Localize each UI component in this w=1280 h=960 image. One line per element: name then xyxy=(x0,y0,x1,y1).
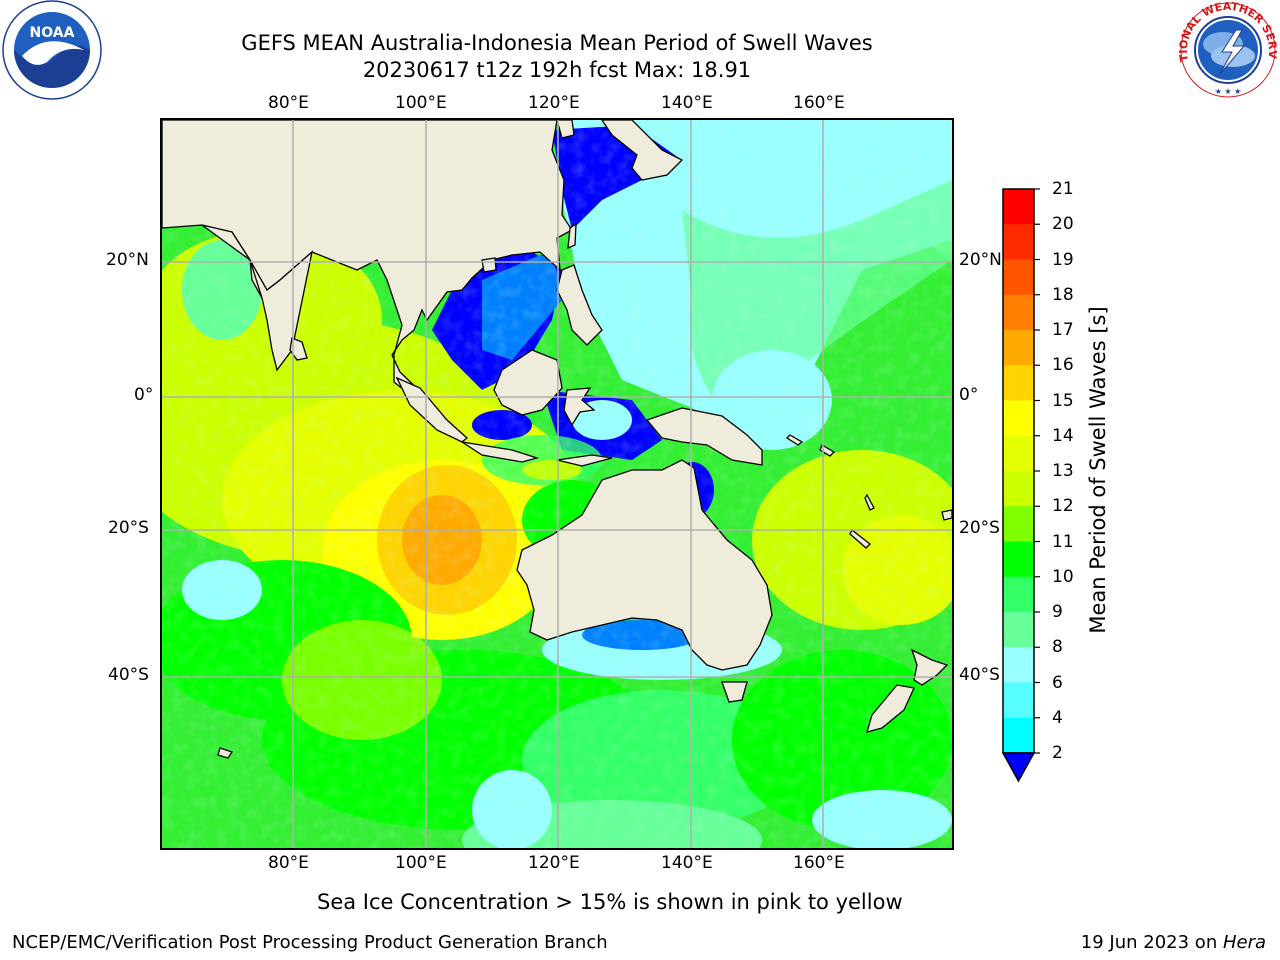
colorbar-swatch xyxy=(1003,400,1034,437)
colorbar-tick-label: 11 xyxy=(1052,531,1074,552)
lon-tick-top-120e: 120°E xyxy=(528,93,580,113)
footer-machine: Hera xyxy=(1222,932,1266,953)
map-panel xyxy=(160,118,954,850)
colorbar-swatch xyxy=(1003,365,1034,401)
colorbar-tick-label: 13 xyxy=(1052,461,1074,481)
colorbar-title: Mean Period of Swell Waves [s] xyxy=(1086,306,1110,634)
colorbar-tick-label: 20 xyxy=(1052,214,1074,235)
colorbar-tick-label: 6 xyxy=(1052,672,1063,693)
korea xyxy=(556,120,575,139)
lon-tick-bottom-160e: 160°E xyxy=(793,853,845,873)
tasmania xyxy=(721,681,748,703)
lon-tick-bottom-100e: 100°E xyxy=(395,853,447,873)
colorbar-swatch xyxy=(1003,506,1034,542)
lat-tick-right-20s: 20°S xyxy=(959,518,1000,538)
colorbar-swatch xyxy=(1003,294,1034,331)
footer-branch: NCEP/EMC/Verification Post Processing Pr… xyxy=(12,932,608,953)
colorbar-tick-label: 12 xyxy=(1052,496,1074,517)
colorbar-tick-label: 21 xyxy=(1052,179,1074,199)
vanuatu xyxy=(864,493,875,511)
colorbar-swatch xyxy=(1003,435,1034,472)
footer-date-text: 19 Jun 2023 on xyxy=(1080,932,1223,953)
noaa-logo: NOAA xyxy=(2,0,102,100)
japan xyxy=(601,120,684,181)
land-masses xyxy=(162,120,952,759)
colorbar-swatch xyxy=(1003,259,1034,296)
swell-period-field xyxy=(162,120,952,848)
colorbar-swatch xyxy=(1003,647,1034,683)
borneo xyxy=(493,349,563,416)
colorbar-tick-label: 14 xyxy=(1052,425,1074,446)
colorbar-tick-label: 9 xyxy=(1052,602,1063,622)
lon-tick-top-140e: 140°E xyxy=(661,93,713,113)
colorbar-swatches xyxy=(1003,189,1034,754)
chart-subtitle: 20230617 t12z 192h fcst Max: 18.91 xyxy=(362,58,752,82)
colorbar-swatch xyxy=(1003,471,1034,507)
lesser-sunda xyxy=(556,454,613,467)
philippines xyxy=(556,264,603,346)
colorbar-tick-label: 19 xyxy=(1052,249,1074,270)
new-caledonia xyxy=(849,529,871,549)
lon-tick-top-160e: 160°E xyxy=(793,93,845,113)
colorbar-swatch xyxy=(1003,576,1034,613)
java xyxy=(461,441,540,463)
lon-tick-top-100e: 100°E xyxy=(395,93,447,113)
colorbar-swatch xyxy=(1003,541,1034,578)
colorbar-swatch xyxy=(1003,612,1034,648)
colorbar-swatch xyxy=(1003,224,1034,260)
lat-tick-right-0: 0° xyxy=(959,385,979,405)
colorbar-tick-label: 10 xyxy=(1052,566,1074,587)
sumatra xyxy=(395,376,469,443)
australia xyxy=(516,459,773,671)
lat-tick-left-40s: 40°S xyxy=(108,665,149,685)
lon-tick-bottom-140e: 140°E xyxy=(661,853,713,873)
colorbar-tick-labels: 21 20 19 18 17 16 15 14 13 12 11 10 9 8 6 4 2 xyxy=(1052,179,1092,780)
lat-tick-right-40s: 40°S xyxy=(959,665,1000,685)
lat-tick-left-20s: 20°S xyxy=(108,518,149,538)
colorbar-swatch xyxy=(1003,682,1034,719)
solomon-islands xyxy=(785,434,804,446)
hainan xyxy=(481,257,497,273)
new-guinea xyxy=(645,407,763,466)
new-zealand-south xyxy=(866,684,915,733)
lat-tick-right-20n: 20°N xyxy=(959,250,1002,270)
colorbar-swatch xyxy=(1003,189,1034,225)
colorbar-extend-arrow xyxy=(1001,752,1036,783)
sea-ice-note: Sea Ice Concentration > 15% is shown in … xyxy=(317,890,903,914)
graticule xyxy=(162,120,952,848)
fiji xyxy=(941,509,952,521)
lat-tick-left-20n: 20°N xyxy=(106,250,149,270)
colorbar-tick-label: 4 xyxy=(1052,707,1063,728)
colorbar-tick-marks xyxy=(1034,188,1040,754)
kerguelen xyxy=(217,747,234,759)
nws-logo: NATIONAL WEATHER SERVICE ★ ★ ★ xyxy=(1173,0,1279,100)
lat-tick-left-0: 0° xyxy=(134,385,154,405)
footer-date: 19 Jun 2023 on Hera xyxy=(1081,932,1266,953)
taiwan xyxy=(567,222,577,250)
colorbar-tick-label: 8 xyxy=(1052,637,1063,658)
colorbar-swatch xyxy=(1003,330,1034,366)
sri-lanka xyxy=(289,337,308,361)
india xyxy=(201,224,314,372)
colorbar-swatch xyxy=(1003,717,1034,754)
colorbar-tick-label: 17 xyxy=(1052,320,1074,340)
colorbar-tick-label: 15 xyxy=(1052,390,1074,411)
lon-tick-bottom-80e: 80°E xyxy=(268,853,309,873)
svg-text:★ ★ ★: ★ ★ ★ xyxy=(1215,87,1242,96)
lon-tick-top-80e: 80°E xyxy=(268,93,309,113)
colorbar-tick-label: 16 xyxy=(1052,355,1074,376)
noaa-logo-text: NOAA xyxy=(30,25,75,41)
colorbar-tick-label: 18 xyxy=(1052,284,1074,305)
chart-title: GEFS MEAN Australia-Indonesia Mean Perio… xyxy=(241,31,873,55)
colorbar-tick-label: 2 xyxy=(1052,743,1063,763)
lon-tick-bottom-120e: 120°E xyxy=(528,853,580,873)
colorbar xyxy=(1000,186,1040,786)
